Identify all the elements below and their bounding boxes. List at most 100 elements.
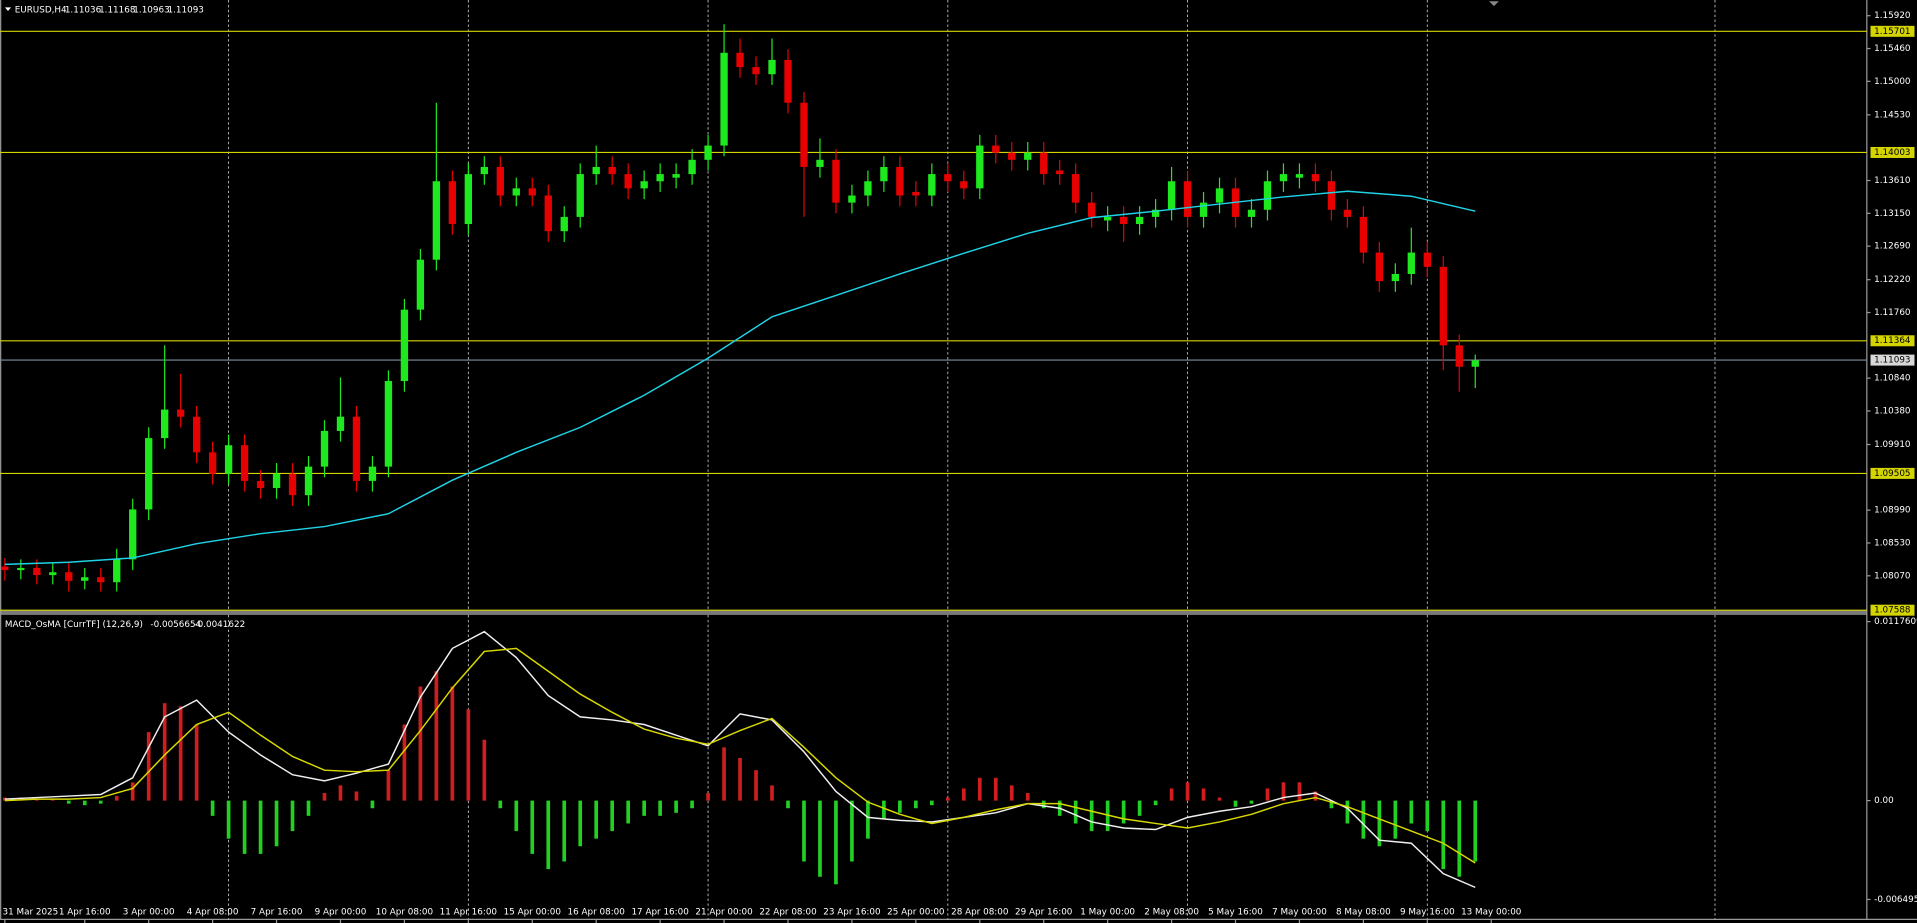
histogram-bar bbox=[162, 703, 167, 801]
histogram-bar bbox=[322, 793, 327, 801]
histogram-bar bbox=[82, 800, 87, 806]
candle-body bbox=[960, 181, 968, 189]
x-tick-label: 21 Apr 00:00 bbox=[695, 907, 753, 917]
candle-body bbox=[1199, 202, 1208, 217]
candle-body bbox=[720, 52, 728, 146]
candle-body bbox=[736, 52, 744, 68]
indicator-value: -0.0056654 bbox=[150, 620, 201, 630]
candle-body bbox=[17, 567, 25, 571]
histogram-bar bbox=[802, 800, 806, 862]
candle-body bbox=[1279, 174, 1288, 182]
candle-body bbox=[256, 480, 265, 489]
y-tick-label: 1.15000 bbox=[1874, 77, 1911, 87]
x-tick-label: 25 Apr 00:00 bbox=[887, 907, 945, 917]
current-price-box bbox=[1870, 354, 1915, 366]
candle-body bbox=[1040, 152, 1048, 175]
histogram-bar bbox=[706, 793, 710, 801]
candle-body bbox=[624, 174, 632, 189]
candle-body bbox=[992, 145, 1000, 153]
candle-body bbox=[1311, 174, 1320, 182]
candle-body bbox=[1247, 209, 1256, 217]
histogram-bar bbox=[1009, 785, 1014, 801]
x-tick-label: 13 May 00:00 bbox=[1461, 907, 1522, 917]
candle-body bbox=[848, 195, 856, 203]
candle-body bbox=[224, 445, 233, 474]
histogram-bar bbox=[1137, 800, 1142, 816]
x-tick-label: 1 May 00:00 bbox=[1080, 907, 1135, 917]
candle-body bbox=[208, 452, 217, 474]
histogram-bar bbox=[882, 800, 886, 819]
candle-body bbox=[1391, 273, 1400, 282]
histogram-bar bbox=[1169, 788, 1174, 801]
histogram-bar bbox=[418, 686, 423, 801]
candle-body bbox=[240, 445, 249, 481]
candle-body bbox=[480, 166, 488, 175]
candle-body bbox=[464, 174, 473, 225]
histogram-bar bbox=[578, 800, 583, 847]
candle-body bbox=[976, 145, 984, 189]
level-label: 1.09505 bbox=[1874, 469, 1910, 479]
histogram-bar bbox=[370, 800, 375, 809]
x-tick-label: 1 Apr 16:00 bbox=[59, 907, 111, 917]
candle-body bbox=[1135, 216, 1144, 225]
histogram-bar bbox=[562, 800, 567, 862]
y-tick-label: 1.14530 bbox=[1874, 110, 1911, 120]
histogram-bar bbox=[546, 800, 551, 870]
histogram-bar bbox=[290, 800, 295, 832]
candle-body bbox=[1295, 174, 1304, 178]
histogram-bar bbox=[898, 800, 902, 813]
candle-body bbox=[129, 509, 137, 560]
histogram-bar bbox=[1041, 800, 1046, 809]
level-label-box bbox=[1870, 25, 1915, 37]
candle-body bbox=[768, 59, 776, 75]
candle-body bbox=[1359, 216, 1368, 253]
candle-body bbox=[544, 195, 552, 232]
histogram-bar bbox=[1249, 800, 1254, 804]
histogram-bar bbox=[530, 800, 535, 854]
y-tick-label: 1.13610 bbox=[1874, 176, 1911, 186]
candle-body bbox=[1263, 181, 1272, 210]
histogram-bar bbox=[1409, 800, 1414, 824]
histogram-bar bbox=[1329, 800, 1334, 809]
histogram-bar bbox=[1153, 800, 1158, 806]
x-tick-label: 7 Apr 16:00 bbox=[251, 907, 303, 917]
candle-body bbox=[864, 181, 872, 196]
candle-body bbox=[672, 174, 680, 178]
y-tick-label: 1.09910 bbox=[1874, 440, 1911, 450]
candle-body bbox=[816, 159, 824, 167]
candle-body bbox=[1056, 170, 1064, 175]
histogram-bar bbox=[50, 799, 55, 801]
indicator-value: -0.0041622 bbox=[194, 620, 245, 630]
histogram-bar bbox=[34, 799, 39, 801]
histogram-bar bbox=[258, 800, 263, 854]
candle-body bbox=[896, 166, 904, 196]
histogram-bar bbox=[1457, 800, 1462, 877]
y-tick-label: 1.13150 bbox=[1874, 209, 1911, 219]
candle-body bbox=[832, 159, 840, 203]
candle-body bbox=[1087, 202, 1096, 217]
histogram-bar bbox=[1297, 782, 1302, 801]
menu-arrow[interactable] bbox=[4, 7, 12, 12]
candle-body bbox=[800, 102, 808, 167]
ohlc-value: 1.11168 bbox=[99, 5, 135, 15]
level-label-box bbox=[1870, 146, 1915, 158]
histogram-bar bbox=[226, 800, 231, 839]
x-tick-label: 11 Apr 16:00 bbox=[440, 907, 498, 917]
candle-body bbox=[608, 166, 616, 175]
histogram-bar bbox=[1361, 800, 1366, 839]
histogram-bar bbox=[450, 686, 455, 801]
level-label-box bbox=[1870, 467, 1915, 479]
candle-body bbox=[496, 166, 504, 196]
candle-body bbox=[1343, 209, 1352, 217]
histogram-bar bbox=[1425, 800, 1430, 832]
y-tick-label: 1.15920 bbox=[1874, 11, 1911, 21]
candle-body bbox=[1327, 181, 1336, 210]
histogram-bar bbox=[1313, 791, 1318, 801]
histogram-bar bbox=[786, 800, 790, 809]
candle-body bbox=[145, 438, 153, 510]
candle-body bbox=[113, 559, 121, 583]
level-label: 1.15701 bbox=[1874, 27, 1910, 37]
histogram-bar bbox=[1105, 800, 1110, 832]
histogram-bar bbox=[738, 757, 742, 801]
